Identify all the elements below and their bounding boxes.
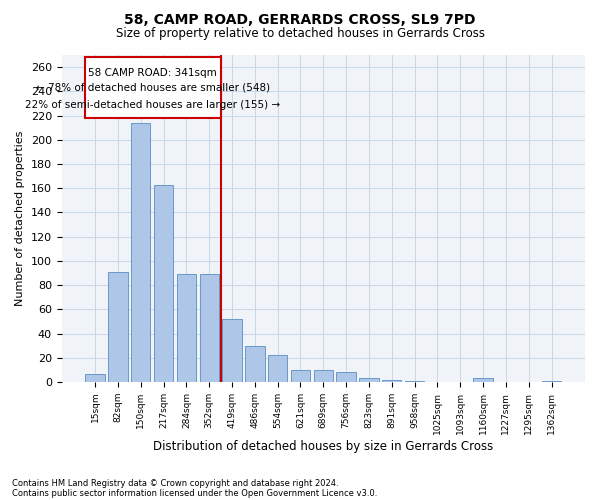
Bar xyxy=(200,274,219,382)
Bar xyxy=(131,123,151,382)
Text: 22% of semi-detached houses are larger (155) →: 22% of semi-detached houses are larger (… xyxy=(25,100,280,110)
Bar xyxy=(314,370,333,382)
Bar xyxy=(108,272,128,382)
Text: Contains HM Land Registry data © Crown copyright and database right 2024.: Contains HM Land Registry data © Crown c… xyxy=(12,478,338,488)
Bar xyxy=(268,356,287,382)
Text: 58, CAMP ROAD, GERRARDS CROSS, SL9 7PD: 58, CAMP ROAD, GERRARDS CROSS, SL9 7PD xyxy=(124,12,476,26)
Bar xyxy=(337,372,356,382)
Bar xyxy=(176,274,196,382)
Bar xyxy=(473,378,493,382)
X-axis label: Distribution of detached houses by size in Gerrards Cross: Distribution of detached houses by size … xyxy=(153,440,493,452)
Bar xyxy=(85,374,105,382)
Bar xyxy=(405,381,424,382)
Text: Contains public sector information licensed under the Open Government Licence v3: Contains public sector information licen… xyxy=(12,488,377,498)
Bar xyxy=(542,381,561,382)
Y-axis label: Number of detached properties: Number of detached properties xyxy=(15,131,25,306)
Bar xyxy=(154,184,173,382)
Bar xyxy=(85,58,221,118)
Bar xyxy=(245,346,265,382)
Text: 58 CAMP ROAD: 341sqm: 58 CAMP ROAD: 341sqm xyxy=(88,68,217,78)
Bar xyxy=(223,319,242,382)
Bar xyxy=(291,370,310,382)
Bar xyxy=(382,380,401,382)
Text: Size of property relative to detached houses in Gerrards Cross: Size of property relative to detached ho… xyxy=(115,28,485,40)
Bar xyxy=(359,378,379,382)
Text: ← 78% of detached houses are smaller (548): ← 78% of detached houses are smaller (54… xyxy=(35,82,270,92)
